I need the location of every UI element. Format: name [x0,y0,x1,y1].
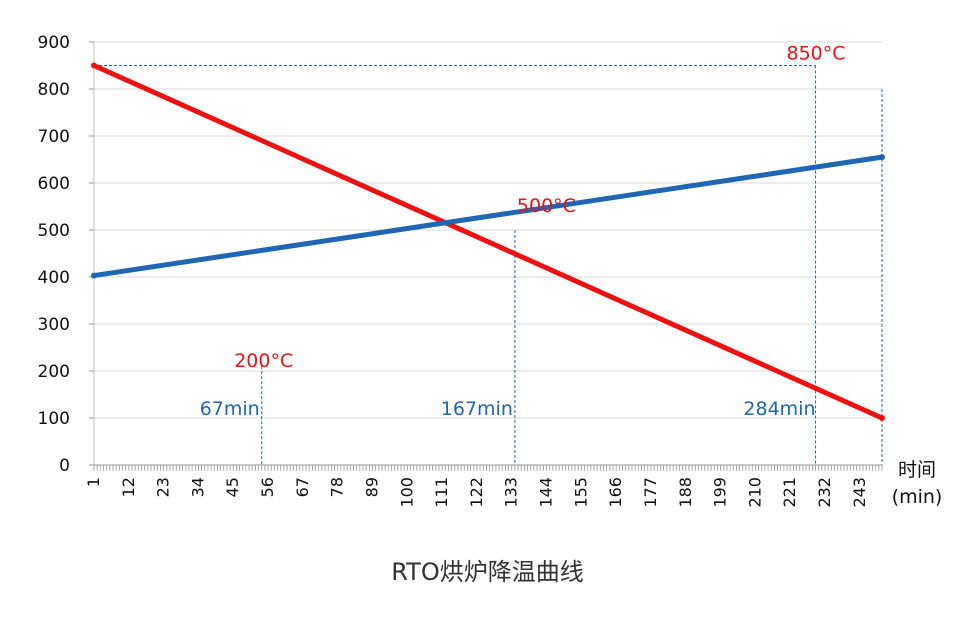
x-tick-label: 1 [84,477,103,487]
annotation-label: 500°C [517,195,576,217]
x-tick-label: 111 [432,477,451,508]
x-tick-label: 155 [571,477,590,508]
series-line-1 [91,154,885,279]
x-tick-label: 221 [780,477,799,508]
y-tick-label: 200 [38,362,70,382]
x-axis-label: 时间 [898,459,936,481]
x-tick-label: 56 [258,477,277,497]
x-tick-label: 12 [119,477,138,497]
y-tick-label: 0 [59,456,70,476]
series-point-0 [91,62,97,69]
annotation-label: 167min [441,398,513,420]
series-point-1 [879,154,885,161]
x-tick-label: 243 [850,477,869,508]
x-tick-label: 177 [641,477,660,508]
x-tick-label: 23 [154,477,173,497]
y-tick-label: 700 [38,127,70,147]
x-tick-label: 78 [328,477,347,497]
x-tick-label: 67 [293,477,312,497]
y-tick-label: 400 [38,268,70,288]
annotation-label: 850°C [786,43,845,65]
x-tick-label: 166 [606,477,625,508]
x-tick-label: 232 [815,477,834,508]
x-tick-label: 144 [537,477,556,508]
y-tick-label: 800 [38,80,70,100]
x-tick-label: 122 [467,477,486,508]
chart-title: RTO烘炉降温曲线 [391,558,584,586]
axis-layer: 0 100 200 300 400 500 600 700 800 900 1 12 23 34 45 56 6… [38,33,943,508]
x-tick-label: 188 [676,477,695,508]
y-tick-label: 300 [38,315,70,335]
y-tick-label: 600 [38,174,70,194]
y-tick-label: 500 [38,221,70,241]
annotation-label: 200°C [234,350,293,372]
x-tick-label: 133 [502,477,521,508]
series-point-1 [91,272,97,279]
series-line-0 [91,63,885,421]
annotation-label: 67min [200,398,260,420]
y-tick-label: 100 [38,409,70,429]
grid-layer [94,41,882,419]
x-tick-label: 100 [397,477,416,508]
x-tick-label: 199 [711,477,730,508]
series-point-0 [879,415,885,421]
annotation-label: 284min [743,398,815,420]
x-axis-label: (min) [892,486,943,508]
label-layer: 850°C 500°C 200°C 67min 167min 284min [200,43,846,421]
x-tick-label: 89 [362,477,381,497]
series-layer [91,62,885,421]
y-tick-label: 900 [38,33,70,53]
guide-layer [94,65,883,465]
x-tick-label: 45 [223,477,242,497]
x-tick-label: 210 [745,477,764,508]
x-tick-label: 34 [188,477,207,497]
